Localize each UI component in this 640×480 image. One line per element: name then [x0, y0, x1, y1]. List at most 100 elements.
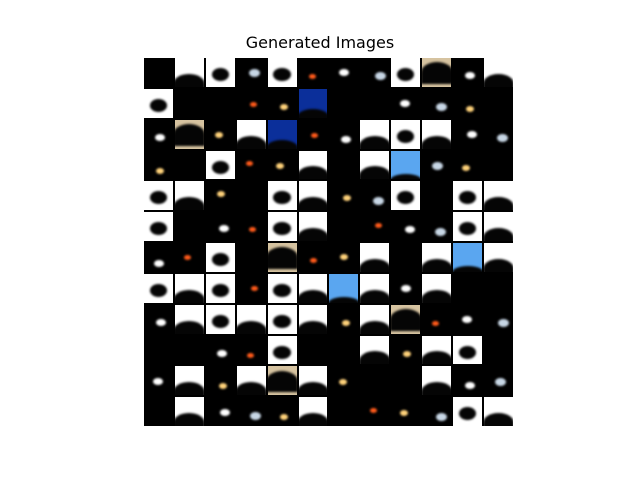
dark-shape: [422, 62, 452, 84]
dark-shape: [174, 289, 204, 303]
generated-image-tile: [236, 58, 266, 87]
generated-image-tile: [453, 212, 483, 241]
bright-spot: [432, 320, 440, 326]
generated-image-tile: [298, 273, 328, 303]
bright-spot: [373, 197, 385, 206]
bright-spot: [215, 132, 224, 139]
bright-spot: [403, 351, 412, 358]
generated-image-tile: [329, 335, 359, 365]
generated-image-tile: [360, 119, 390, 149]
bright-spot: [219, 408, 230, 416]
generated-image-tile: [174, 243, 204, 272]
generated-image-tile: [298, 304, 328, 334]
generated-image-tile: [267, 397, 297, 426]
dark-shape: [149, 98, 168, 112]
bright-spot: [152, 377, 163, 385]
dark-shape: [149, 283, 168, 297]
bright-spot: [156, 318, 167, 326]
generated-image-tile: [360, 366, 390, 396]
bright-spot: [249, 101, 257, 107]
generated-image-tile: [298, 366, 328, 396]
dark-shape: [397, 191, 415, 205]
generated-image-tile: [144, 58, 173, 87]
generated-image-tile: [236, 304, 266, 334]
bright-spot: [308, 73, 316, 79]
generated-image-tile: [236, 397, 266, 426]
dark-shape: [174, 124, 204, 146]
dark-shape: [273, 191, 291, 205]
generated-image-tile: [391, 366, 421, 396]
generated-image-tile: [205, 243, 235, 272]
dark-shape: [458, 222, 477, 236]
dark-shape: [360, 135, 390, 149]
generated-image-tile: [453, 243, 483, 272]
generated-image-tile: [391, 58, 421, 87]
generated-image-tile: [174, 273, 204, 303]
bright-spot: [247, 352, 255, 358]
generated-image-tile: [360, 335, 390, 365]
generated-image-tile: [360, 212, 390, 241]
generated-image-tile: [298, 88, 328, 118]
dark-shape: [174, 382, 204, 396]
generated-image-tile: [174, 304, 204, 334]
generated-image-tile: [329, 397, 359, 426]
bright-spot: [279, 104, 288, 111]
generated-image-tile: [298, 119, 328, 149]
bright-spot: [432, 162, 444, 171]
dark-shape: [298, 289, 328, 303]
generated-image-tile: [329, 119, 359, 149]
generated-image-tile: [329, 58, 359, 87]
generated-image-tile: [205, 88, 235, 118]
generated-image-tile: [236, 212, 266, 241]
generated-image-tile: [267, 119, 297, 149]
generated-image-tile: [422, 212, 452, 241]
generated-image-tile: [298, 397, 328, 426]
dark-shape: [211, 160, 229, 174]
bright-spot: [311, 132, 318, 138]
generated-image-tile: [236, 273, 266, 303]
generated-image-tile: [205, 304, 235, 334]
bright-spot: [404, 225, 415, 233]
dark-shape: [267, 370, 297, 393]
generated-image-tile: [484, 212, 513, 241]
dark-shape: [236, 135, 266, 149]
generated-image-tile: [391, 243, 421, 272]
generated-image-tile: [484, 304, 513, 334]
dark-shape: [273, 222, 291, 236]
generated-image-tile: [205, 366, 235, 396]
dark-shape: [329, 296, 359, 303]
generated-image-tile: [144, 119, 173, 149]
generated-image-tile: [174, 181, 204, 211]
generated-image-tile: [391, 273, 421, 303]
generated-images-grid: [144, 58, 513, 426]
bright-spot: [400, 100, 410, 108]
generated-image-tile: [453, 397, 483, 426]
generated-image-tile: [174, 366, 204, 396]
dark-shape: [236, 382, 266, 396]
bright-spot: [248, 68, 260, 77]
bright-spot: [341, 135, 352, 143]
generated-image-tile: [360, 150, 390, 180]
dark-shape: [298, 197, 328, 211]
generated-image-tile: [329, 181, 359, 211]
generated-image-tile: [360, 88, 390, 118]
dark-shape: [298, 382, 328, 396]
generated-image-tile: [144, 150, 173, 180]
bright-spot: [217, 191, 226, 198]
bright-spot: [248, 227, 256, 233]
generated-image-tile: [422, 150, 452, 180]
generated-image-tile: [205, 335, 235, 365]
generated-image-tile: [453, 150, 483, 180]
generated-image-tile: [144, 304, 173, 334]
generated-image-tile: [144, 366, 173, 396]
dark-shape: [422, 135, 452, 149]
dark-shape: [273, 283, 291, 297]
generated-image-tile: [267, 150, 297, 180]
generated-image-tile: [484, 88, 513, 118]
dark-shape: [236, 320, 266, 334]
dark-shape: [267, 139, 297, 149]
dark-shape: [422, 258, 452, 272]
generated-image-tile: [329, 212, 359, 241]
dark-shape: [453, 266, 483, 272]
generated-image-tile: [267, 243, 297, 272]
